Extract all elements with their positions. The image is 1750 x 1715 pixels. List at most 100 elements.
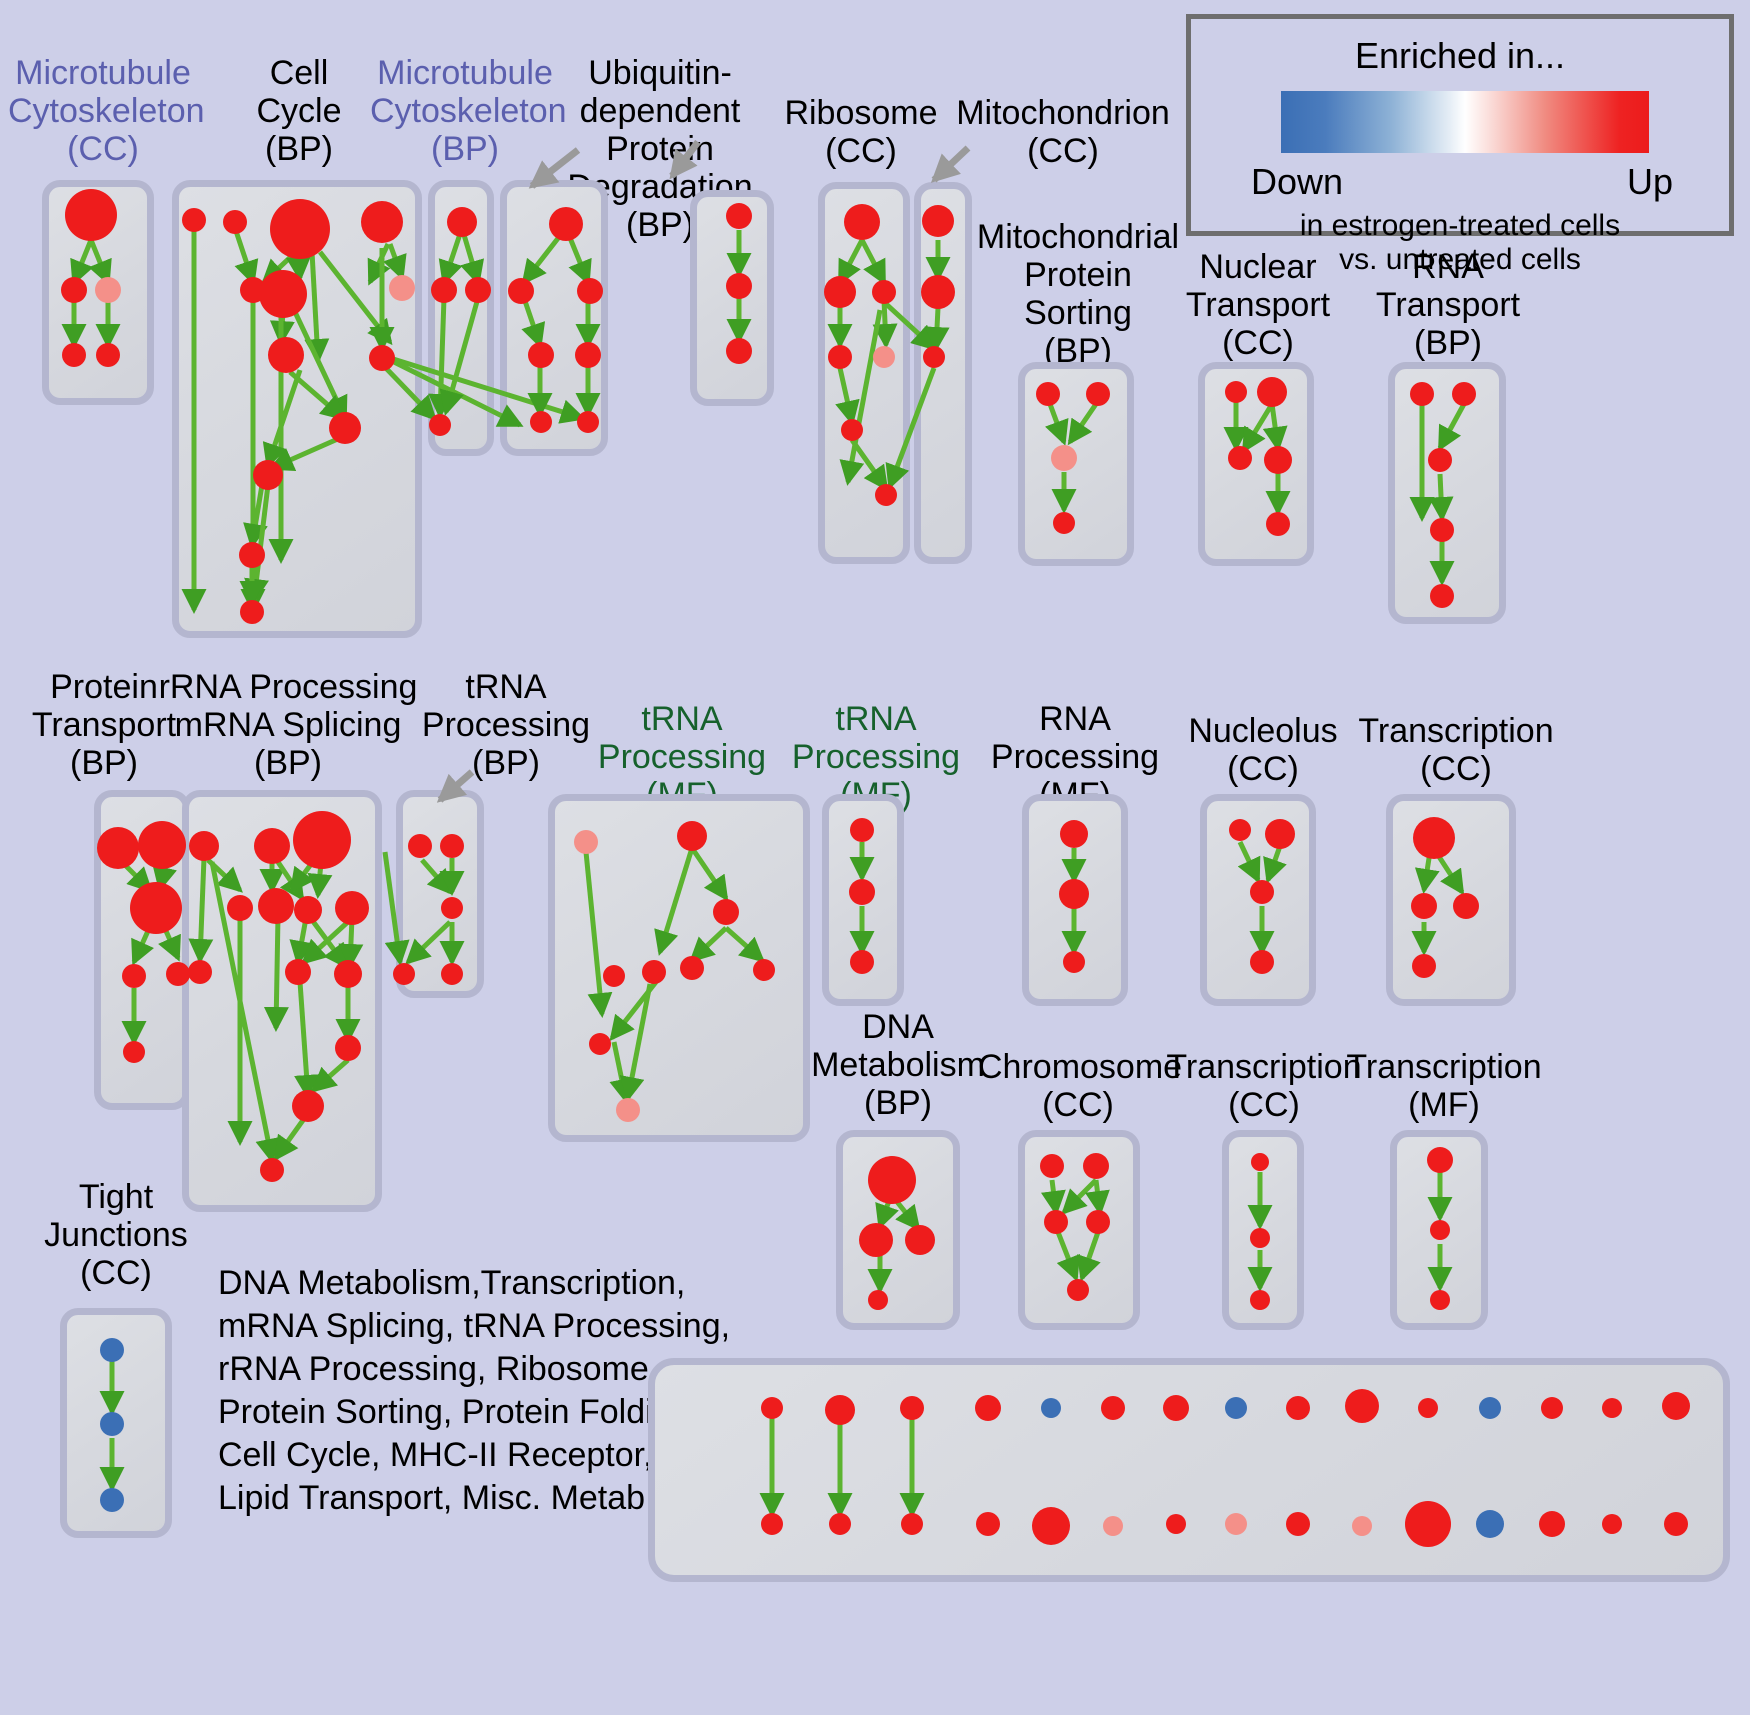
- network-node: [1430, 1220, 1450, 1240]
- cluster-label-rrna-processing-mrna-splicing-bp: rRNA Processing mRNA Splicing (BP): [158, 668, 418, 782]
- network-node: [844, 204, 880, 240]
- network-node: [441, 963, 463, 985]
- network-node: [393, 963, 415, 985]
- network-node: [726, 273, 752, 299]
- network-node: [465, 277, 491, 303]
- cluster-box-nuclear-transport-cc: [1198, 362, 1314, 566]
- network-node: [1166, 1514, 1186, 1534]
- network-node: [825, 1395, 855, 1425]
- network-node: [577, 411, 599, 433]
- cluster-box-mitochondrion-cc: [914, 182, 972, 564]
- legend-down-label: Down: [1251, 161, 1344, 202]
- cluster-label-nuclear-transport-cc: Nuclear Transport (CC): [1185, 248, 1331, 362]
- network-node: [1430, 1290, 1450, 1310]
- network-node: [1225, 1397, 1247, 1419]
- cluster-label-transcription-mf: Transcription (MF): [1346, 1048, 1542, 1124]
- network-node: [922, 205, 954, 237]
- network-node: [677, 821, 707, 851]
- network-node: [1225, 381, 1247, 403]
- network-node: [1479, 1397, 1501, 1419]
- network-node: [182, 208, 206, 232]
- network-node: [574, 830, 598, 854]
- legend-title: Enriched in...: [1354, 35, 1566, 76]
- network-node: [1412, 954, 1436, 978]
- legend-color-bar: [1281, 91, 1649, 153]
- network-node: [1410, 382, 1434, 406]
- network-node: [1602, 1398, 1622, 1418]
- network-node: [726, 338, 752, 364]
- network-node: [528, 342, 554, 368]
- cluster-label-ribosome-cc: Ribosome (CC): [784, 94, 938, 170]
- network-node: [1266, 512, 1290, 536]
- network-node: [1053, 512, 1075, 534]
- network-node: [130, 882, 182, 934]
- network-node: [1036, 382, 1060, 406]
- network-node: [577, 278, 603, 304]
- cluster-label-rna-processing-mf: RNA Processing (MF): [990, 700, 1160, 814]
- network-node: [294, 896, 322, 924]
- network-node: [1411, 893, 1437, 919]
- network-node: [975, 1395, 1001, 1421]
- network-node: [868, 1290, 888, 1310]
- network-node: [447, 207, 477, 237]
- network-node: [1476, 1510, 1504, 1538]
- network-node: [1225, 1513, 1247, 1535]
- network-node: [841, 419, 863, 441]
- cluster-label-mitochondrion-cc: Mitochondrion (CC): [956, 94, 1170, 170]
- network-node: [1405, 1501, 1451, 1547]
- network-node: [589, 1033, 611, 1055]
- network-node: [1345, 1389, 1379, 1423]
- network-node: [361, 201, 403, 243]
- network-node: [726, 203, 752, 229]
- network-node: [1664, 1512, 1688, 1536]
- legend-panel: Enriched in... Down Up in estrogen-treat…: [1186, 14, 1734, 276]
- network-node: [95, 277, 121, 303]
- network-node: [100, 1412, 124, 1436]
- network-node: [1453, 893, 1479, 919]
- cluster-label-protein-transport-bp: Protein Transport (BP): [31, 668, 177, 782]
- network-node: [441, 897, 463, 919]
- network-node: [1430, 584, 1454, 608]
- network-node: [1539, 1511, 1565, 1537]
- misc-cluster-annotation: DNA Metabolism,Transcription, mRNA Splic…: [218, 1264, 731, 1517]
- network-node: [828, 345, 852, 369]
- network-node: [1041, 1398, 1061, 1418]
- network-node: [1251, 1153, 1269, 1171]
- network-node: [1418, 1398, 1438, 1418]
- network-node: [530, 411, 552, 433]
- cluster-label-microtubule-cytoskeleton-cc: Microtubule Cytoskeleton (CC): [8, 54, 205, 168]
- network-node: [292, 1090, 324, 1122]
- network-node: [873, 346, 895, 368]
- network-node: [61, 277, 87, 303]
- network-node: [850, 818, 874, 842]
- network-node: [859, 1223, 893, 1257]
- cluster-label-nucleolus-cc: Nucleolus (CC): [1188, 712, 1338, 788]
- network-node: [875, 484, 897, 506]
- network-node: [389, 275, 415, 301]
- cluster-label-dna-metabolism-bp: DNA Metabolism (BP): [811, 1008, 985, 1122]
- network-node: [900, 1396, 924, 1420]
- network-node: [123, 1041, 145, 1063]
- network-node: [1250, 880, 1274, 904]
- network-node: [335, 1035, 361, 1061]
- network-node: [1059, 879, 1089, 909]
- network-node: [254, 828, 290, 864]
- network-node: [138, 821, 186, 869]
- network-node: [1101, 1396, 1125, 1420]
- network-node: [369, 345, 395, 371]
- network-node: [189, 831, 219, 861]
- cluster-label-tight-junctions-cc: Tight Junctions (CC): [44, 1178, 188, 1292]
- network-node: [1452, 382, 1476, 406]
- network-node: [188, 960, 212, 984]
- network-node: [1541, 1397, 1563, 1419]
- network-node: [642, 960, 666, 984]
- network-node: [713, 899, 739, 925]
- network-node: [408, 834, 432, 858]
- cluster-label-trna-processing-bp: tRNA Processing (BP): [421, 668, 591, 782]
- network-node: [1032, 1507, 1070, 1545]
- network-node: [1103, 1516, 1123, 1536]
- network-node: [1060, 820, 1088, 848]
- network-node: [616, 1098, 640, 1122]
- network-node: [285, 959, 311, 985]
- network-node: [1257, 377, 1287, 407]
